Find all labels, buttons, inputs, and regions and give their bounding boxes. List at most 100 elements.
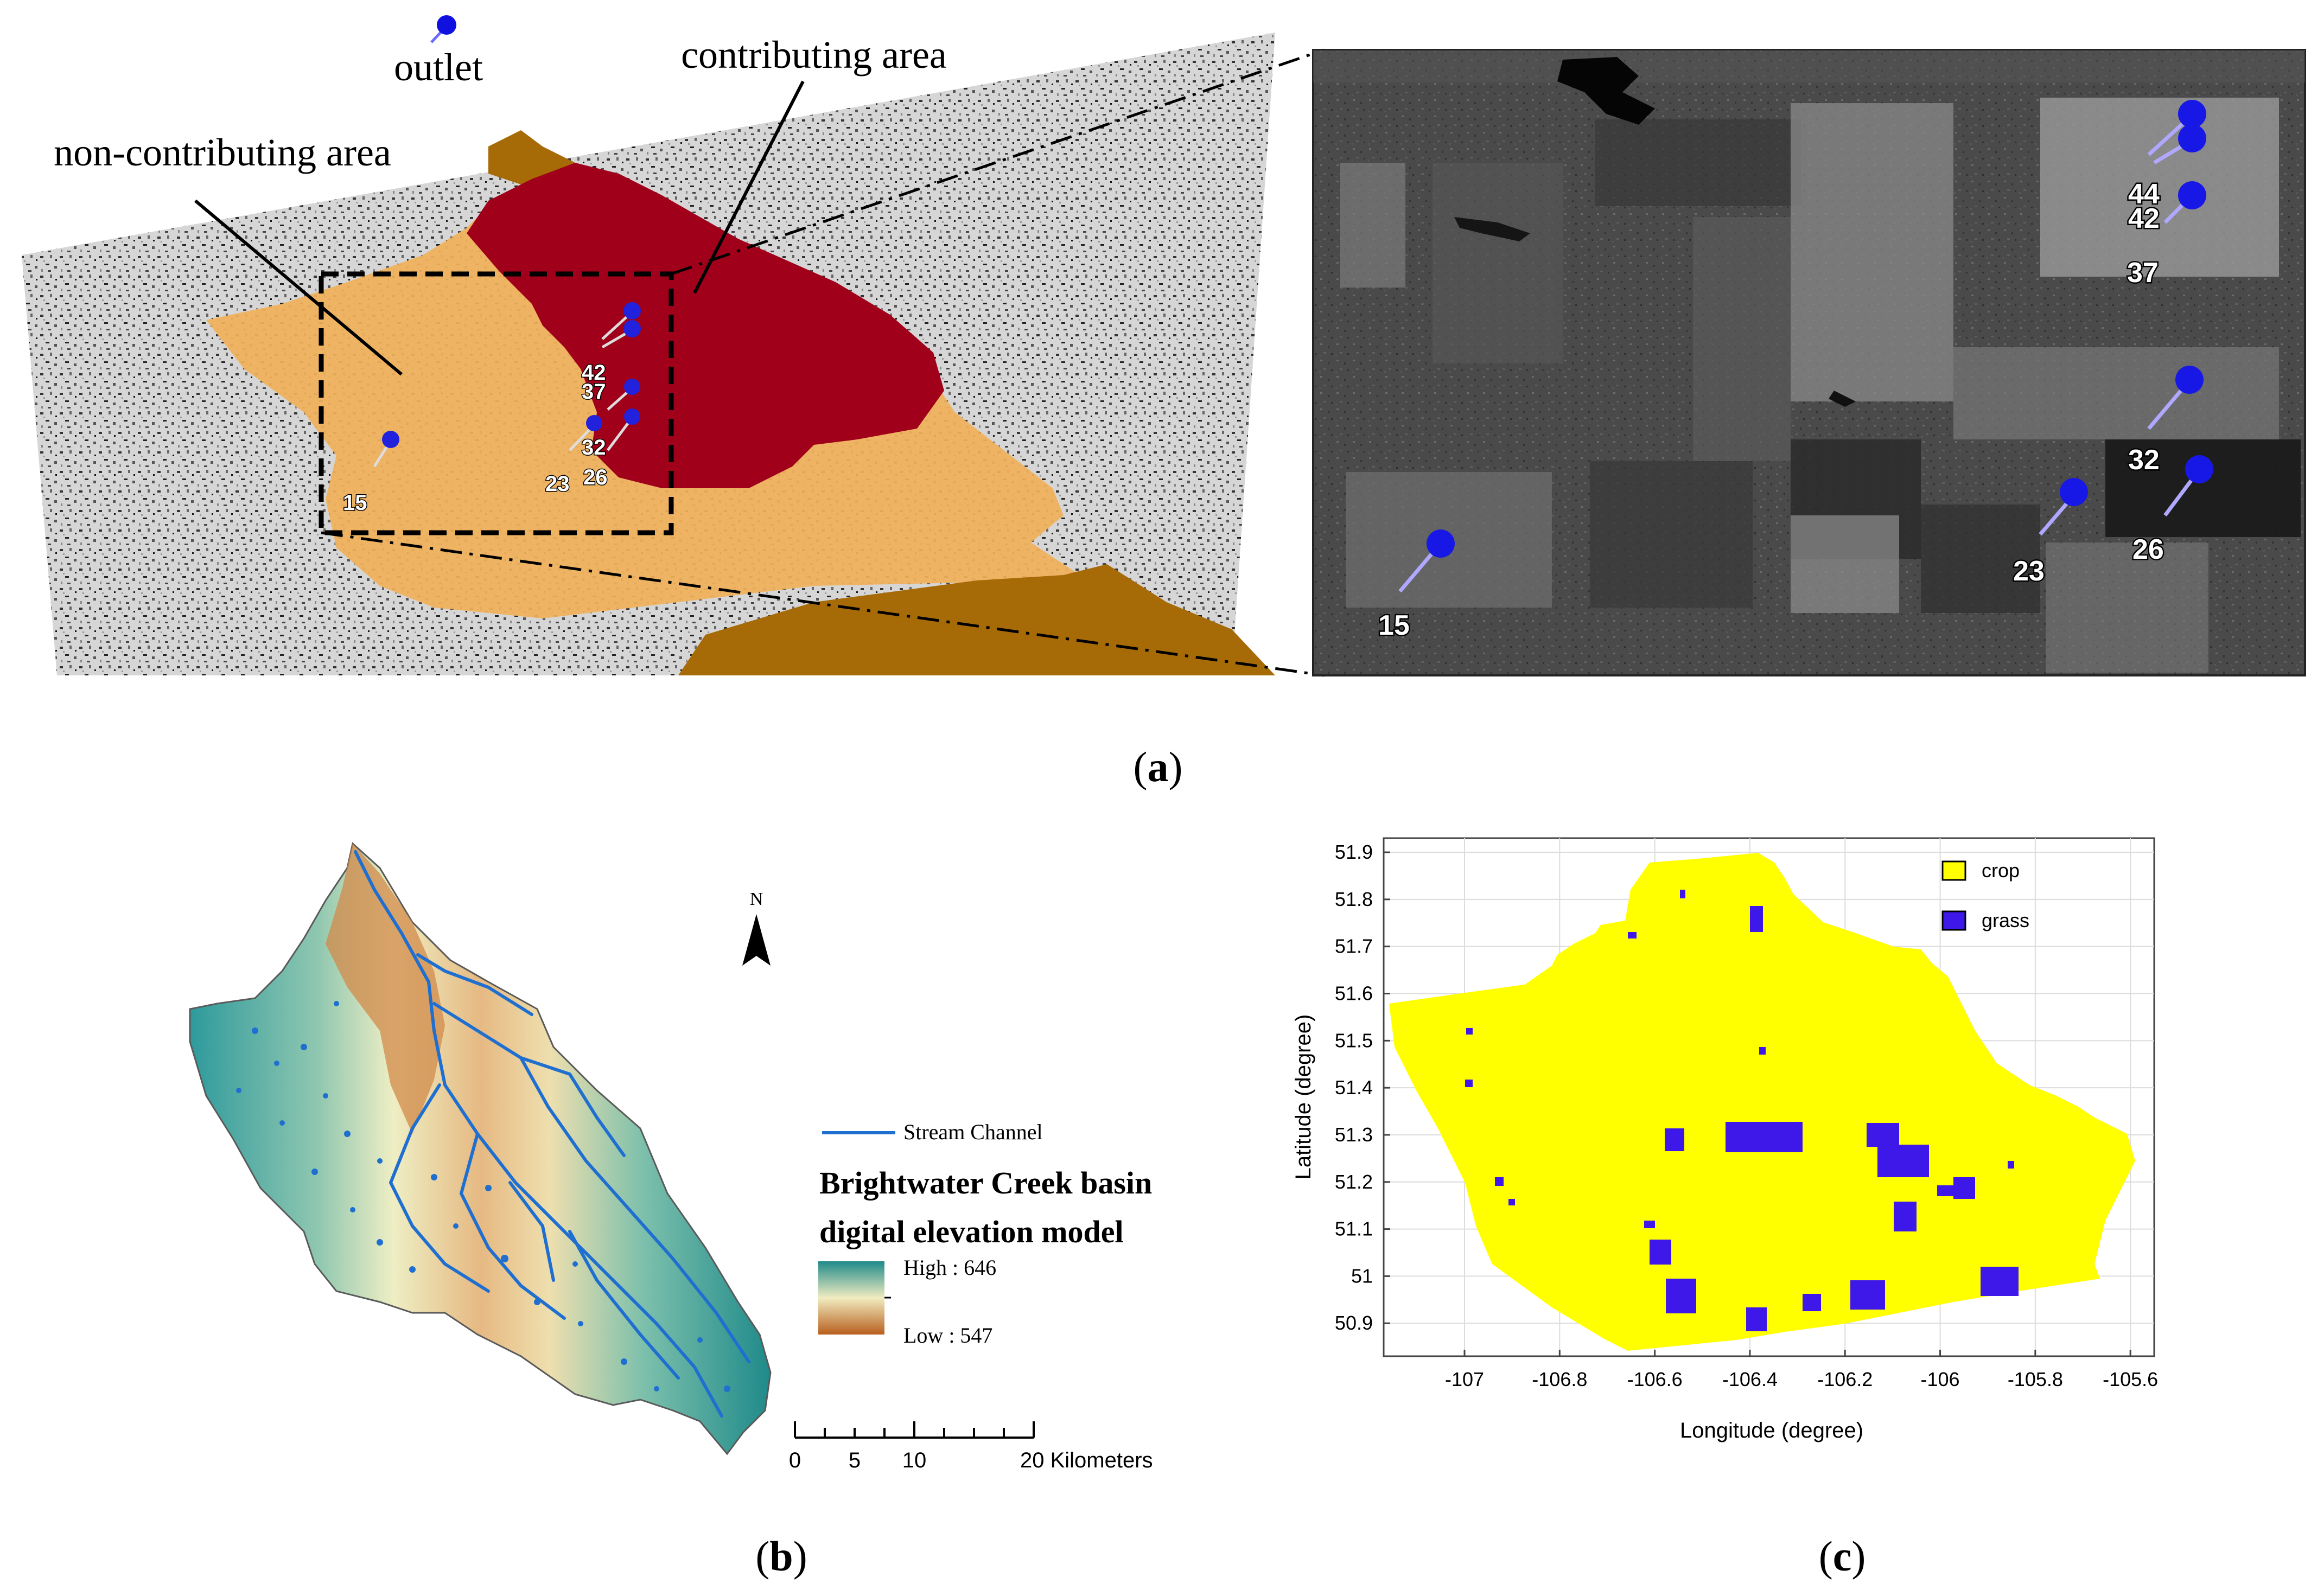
- legend-stream-label: Stream Channel: [903, 1120, 1043, 1144]
- contributing-area-label: contributing area: [681, 33, 947, 76]
- caption-a: (a): [1134, 743, 1183, 790]
- grass-patch: [1726, 1122, 1803, 1152]
- inset-site-26: 26: [2132, 534, 2164, 565]
- scale-label-0: 0: [789, 1448, 801, 1472]
- overview-site-15: 15: [343, 491, 367, 515]
- grass-patch: [1877, 1145, 1929, 1177]
- grass-patch: [1803, 1294, 1821, 1311]
- elevation-high-label: High : 646: [903, 1255, 996, 1280]
- zoom-inset-image: [1312, 49, 2306, 676]
- grass-patch: [1650, 1240, 1671, 1265]
- stream-channel: [508, 1181, 555, 1282]
- x-tick-label: -107: [1445, 1368, 1484, 1390]
- pin-icon-23-small: [586, 415, 602, 431]
- inset-site-32: 32: [2128, 444, 2160, 476]
- pin-icon-15-small: [382, 431, 399, 448]
- grass-patch: [1953, 1177, 1975, 1199]
- overview-pins: [373, 302, 641, 468]
- pin-icon-37: [2178, 181, 2206, 209]
- connector-line-bottom: [321, 531, 1325, 677]
- y-tick-label: 51.5: [1335, 1029, 1373, 1051]
- outlet-pin-icon: [437, 15, 456, 35]
- water-body: [1829, 391, 1856, 407]
- x-tick-label: -106.4: [1722, 1368, 1778, 1390]
- grass-patch: [1465, 1080, 1473, 1087]
- panel-a: outlet contributing area non-contributin…: [22, 15, 2306, 790]
- inset-box-dashed: [319, 271, 674, 535]
- overview-site-32: 32: [582, 436, 606, 459]
- grass-patch: [1867, 1123, 1899, 1147]
- elevation-low-label: Low : 547: [903, 1323, 992, 1348]
- overview-site-labels: 15 23 26 32 37 42: [342, 360, 609, 516]
- x-axis-label: Longitude (degree): [1680, 1419, 1863, 1442]
- y-tick-label: 51.1: [1335, 1218, 1373, 1240]
- overview-site-37: 37: [582, 380, 606, 404]
- dem-title-line2: digital elevation model: [819, 1214, 1124, 1249]
- pin-icon-44-small: [623, 302, 641, 320]
- pin-icon-42: [2178, 124, 2206, 152]
- inset-pins: [1398, 100, 2213, 593]
- north-arrow-icon: [742, 914, 771, 966]
- grass-patch: [1508, 1199, 1515, 1205]
- x-tick-label: -105.8: [2008, 1368, 2063, 1390]
- inset-site-15: 15: [1378, 610, 1410, 641]
- x-tick-label: -106.8: [1532, 1368, 1587, 1390]
- scale-label-20: 20 Kilometers: [1020, 1448, 1153, 1472]
- scale-label-5: 5: [849, 1448, 861, 1472]
- scale-bar-labels: 0 5 10 20 Kilometers: [789, 1448, 1153, 1472]
- pin-icon-26: [2185, 455, 2213, 483]
- x-tick-label: -105.6: [2103, 1368, 2158, 1390]
- legend-grass-label: grass: [1982, 909, 2029, 931]
- panel-c: crop grass -107 -106.8 -106.6 -106.4 -106.2-…: [1291, 837, 2158, 1580]
- y-tick-label: 51.2: [1335, 1171, 1373, 1193]
- inset-site-37: 37: [2127, 257, 2159, 289]
- panel-b: N Stream Channel Brightwater Creek basin…: [189, 842, 1153, 1580]
- x-tick-label: -106.2: [1817, 1368, 1873, 1390]
- pin-icon-44: [2178, 100, 2206, 128]
- non-contributing-area-label: non-contributing area: [54, 131, 391, 174]
- scale-label-10: 10: [902, 1448, 927, 1472]
- stream-channel: [389, 1083, 490, 1293]
- y-tick-label: 51.7: [1335, 935, 1373, 957]
- grass-patch: [1644, 1221, 1655, 1228]
- y-tick-label: 51.4: [1335, 1076, 1373, 1099]
- sloughs: [236, 1001, 730, 1392]
- y-tick-label: 50.9: [1335, 1312, 1373, 1334]
- grass-patch: [1466, 1028, 1473, 1035]
- legend-crop-swatch: [1941, 860, 1966, 881]
- caption-b: (b): [755, 1533, 807, 1580]
- y-tick-label: 51.8: [1335, 888, 1373, 910]
- y-tick-label: 51.6: [1335, 982, 1373, 1005]
- y-tick-label: 51.3: [1335, 1123, 1373, 1146]
- legend-crop-label: crop: [1982, 859, 2020, 882]
- grass-patch: [1495, 1177, 1504, 1186]
- pin-icon-26-small: [624, 408, 640, 425]
- pin-icon-15: [1427, 529, 1455, 558]
- overview-site-23: 23: [545, 472, 570, 496]
- elevation-legend-ramp: [818, 1261, 884, 1335]
- inset-site-42: 42: [2128, 203, 2160, 234]
- leader-non-contributing: [194, 199, 403, 376]
- y-tick-label: 51.9: [1335, 841, 1373, 863]
- grass-patch: [1759, 1047, 1766, 1055]
- stream-channel: [519, 1056, 626, 1157]
- x-axis: -107 -106.8 -106.6 -106.4 -106.2 -106 -105.8 -1…: [1445, 1350, 2158, 1390]
- grass-patch: [1680, 890, 1685, 898]
- stream-network: [354, 850, 750, 1418]
- basin-dem-polygon: [189, 842, 772, 1455]
- outlet-label: outlet: [394, 46, 483, 89]
- inset-site-labels: 15 23 26 32 37 42 44: [1377, 177, 2166, 643]
- contributing-area-region: [467, 163, 944, 488]
- scale-bar: [794, 1421, 1035, 1439]
- pin-icon-23: [2060, 478, 2088, 506]
- grass-patch: [1665, 1128, 1684, 1151]
- grass-patch: [1628, 932, 1637, 939]
- leader-contributing: [693, 80, 805, 294]
- grass-patch: [1746, 1307, 1767, 1331]
- legend-grass-swatch: [1941, 910, 1966, 931]
- y-axis: 50.9 51 51.1 51.2 51.3 51.4 51.5 51.6 51.7 51.8 51…: [1335, 841, 1390, 1334]
- grass-patch: [1894, 1202, 1917, 1231]
- north-label: N: [750, 889, 763, 909]
- grass-patches: [1465, 890, 2019, 1331]
